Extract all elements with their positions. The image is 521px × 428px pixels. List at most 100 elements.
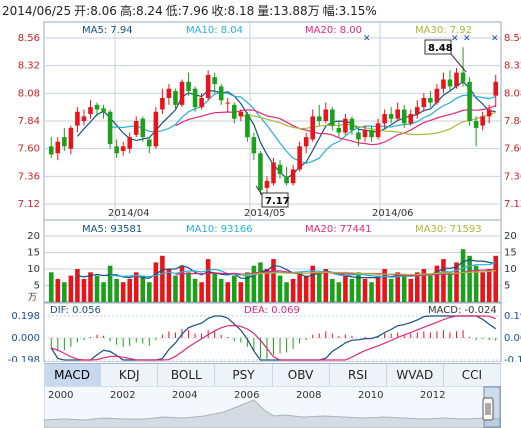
volume-ma30-line (240, 270, 496, 276)
volume-bar (467, 255, 472, 302)
volume-bar (493, 255, 499, 302)
max-price-callout (424, 39, 452, 55)
candle-body (297, 146, 302, 170)
price-y-tick-right: 8.08 (504, 88, 521, 99)
candle-body (68, 127, 74, 149)
candle-body (473, 121, 479, 128)
volume-bar (401, 275, 407, 302)
volume-bar (160, 255, 165, 302)
volume-bar (284, 282, 289, 302)
ma20-legend: MA20: 8.00 (305, 25, 362, 36)
volume-bar (473, 265, 479, 302)
cross-marker-icon[interactable]: ✕ (451, 34, 459, 44)
candle-body (166, 88, 172, 98)
volume-bar (68, 275, 74, 302)
tab-psy[interactable]: PSY (215, 364, 273, 386)
candle-body (88, 107, 93, 115)
volume-bar (428, 275, 433, 302)
ma10-line (110, 92, 496, 165)
volume-bar (434, 265, 440, 302)
price-y-tick-right: 7.12 (504, 199, 521, 210)
volume-bar (310, 265, 316, 302)
candle-body (186, 81, 191, 92)
candle-body (284, 176, 289, 184)
candle-body (133, 121, 139, 135)
volume-bar (480, 272, 485, 302)
volume-bar (415, 272, 420, 302)
quote-volume: 量:13.88万 (257, 4, 320, 18)
tab-macd[interactable]: MACD (44, 364, 102, 386)
volume-bar (421, 269, 427, 302)
price-y-tick-left: 8.32 (18, 61, 40, 72)
volume-unit-label: 万 (28, 293, 37, 303)
candle-body (231, 104, 237, 119)
cross-marker-icon[interactable]: ✕ (463, 34, 471, 44)
candle-body (62, 137, 67, 147)
candle-body (264, 180, 270, 188)
candle-body (441, 79, 446, 89)
tab-boll[interactable]: BOLL (158, 364, 216, 386)
macd-panel-frame (43, 302, 502, 362)
max-price-pointer (450, 53, 467, 73)
vol-ma30-legend: MA30: 71593 (415, 224, 482, 235)
quote-date: 2014/06/25 (2, 4, 72, 18)
range-year-label: 2006 (234, 390, 259, 401)
volume-bar (408, 278, 414, 302)
cross-marker-icon[interactable]: ✕ (491, 34, 499, 44)
volume-bar (75, 269, 80, 302)
volume-bar (343, 275, 348, 302)
vol-ma10-legend: MA10: 93166 (186, 224, 253, 235)
candle-body (480, 116, 485, 126)
candle-body (101, 108, 106, 112)
candle-body (316, 116, 322, 121)
volume-bar (179, 265, 185, 302)
volume-bar (94, 275, 100, 302)
range-year-label: 2010 (358, 390, 383, 401)
ma10-legend: MA10: 8.04 (186, 25, 243, 36)
volume-bar (375, 275, 381, 302)
tab-kdj[interactable]: KDJ (101, 364, 159, 386)
candle-body (114, 146, 119, 154)
volume-moving-averages (77, 259, 496, 279)
price-y-tick-right: 7.36 (504, 171, 521, 182)
tab-cci[interactable]: CCI (444, 364, 501, 386)
volume-y-tick-left: 10 (27, 264, 40, 275)
volume-bar (147, 282, 152, 302)
candle-body (310, 116, 316, 140)
volume-bar (55, 278, 61, 302)
price-y-tick-right: 7.84 (504, 116, 521, 127)
macd-y-axis: 0.198 0.198 0.000 0.000 -0.198 -0.198 (8, 311, 521, 362)
range-year-label: 2012 (420, 390, 445, 401)
candle-body (160, 97, 165, 110)
candle-body (415, 107, 420, 115)
range-year-label: 2008 (296, 390, 321, 401)
tab-rsi[interactable]: RSI (330, 364, 387, 386)
candle-body (356, 132, 361, 140)
candle-body (421, 97, 427, 108)
tab-obv[interactable]: OBV (273, 364, 330, 386)
candle-body (81, 116, 87, 121)
price-y-tick-left: 7.60 (18, 144, 40, 155)
cross-marker-icon[interactable]: ✕ (363, 34, 371, 44)
price-y-tick-left: 7.36 (18, 171, 40, 182)
range-year-label: 2004 (172, 390, 197, 401)
price-y-tick-right: 8.32 (504, 61, 521, 72)
candle-body (55, 141, 61, 154)
time-range-selector[interactable]: 2000 2002 2004 2006 2008 2010 2012 (44, 386, 501, 428)
candle-body (336, 127, 342, 133)
candle-body (75, 111, 80, 126)
volume-bar (382, 269, 387, 302)
stock-chart[interactable]: MA5: 7.94 MA10: 8.04 MA20: 8.00 MA30: 7.… (0, 0, 521, 362)
volume-bar (192, 278, 198, 302)
volume-bar (362, 278, 368, 302)
volume-bar (127, 278, 132, 302)
volume-y-tick-right: 15 (504, 248, 517, 259)
volume-bar (460, 249, 466, 302)
candle-body (460, 72, 466, 82)
candle-body (447, 79, 453, 87)
macd-y-tick-left: 0.000 (11, 333, 40, 344)
quote-header: 2014/06/25 开:8.06 高:8.24 低:7.96 收:8.18 量:13.8… (0, 0, 521, 22)
ma20-line (175, 105, 496, 146)
volume-bar (48, 272, 54, 302)
tab-wvad[interactable]: WVAD (387, 364, 444, 386)
